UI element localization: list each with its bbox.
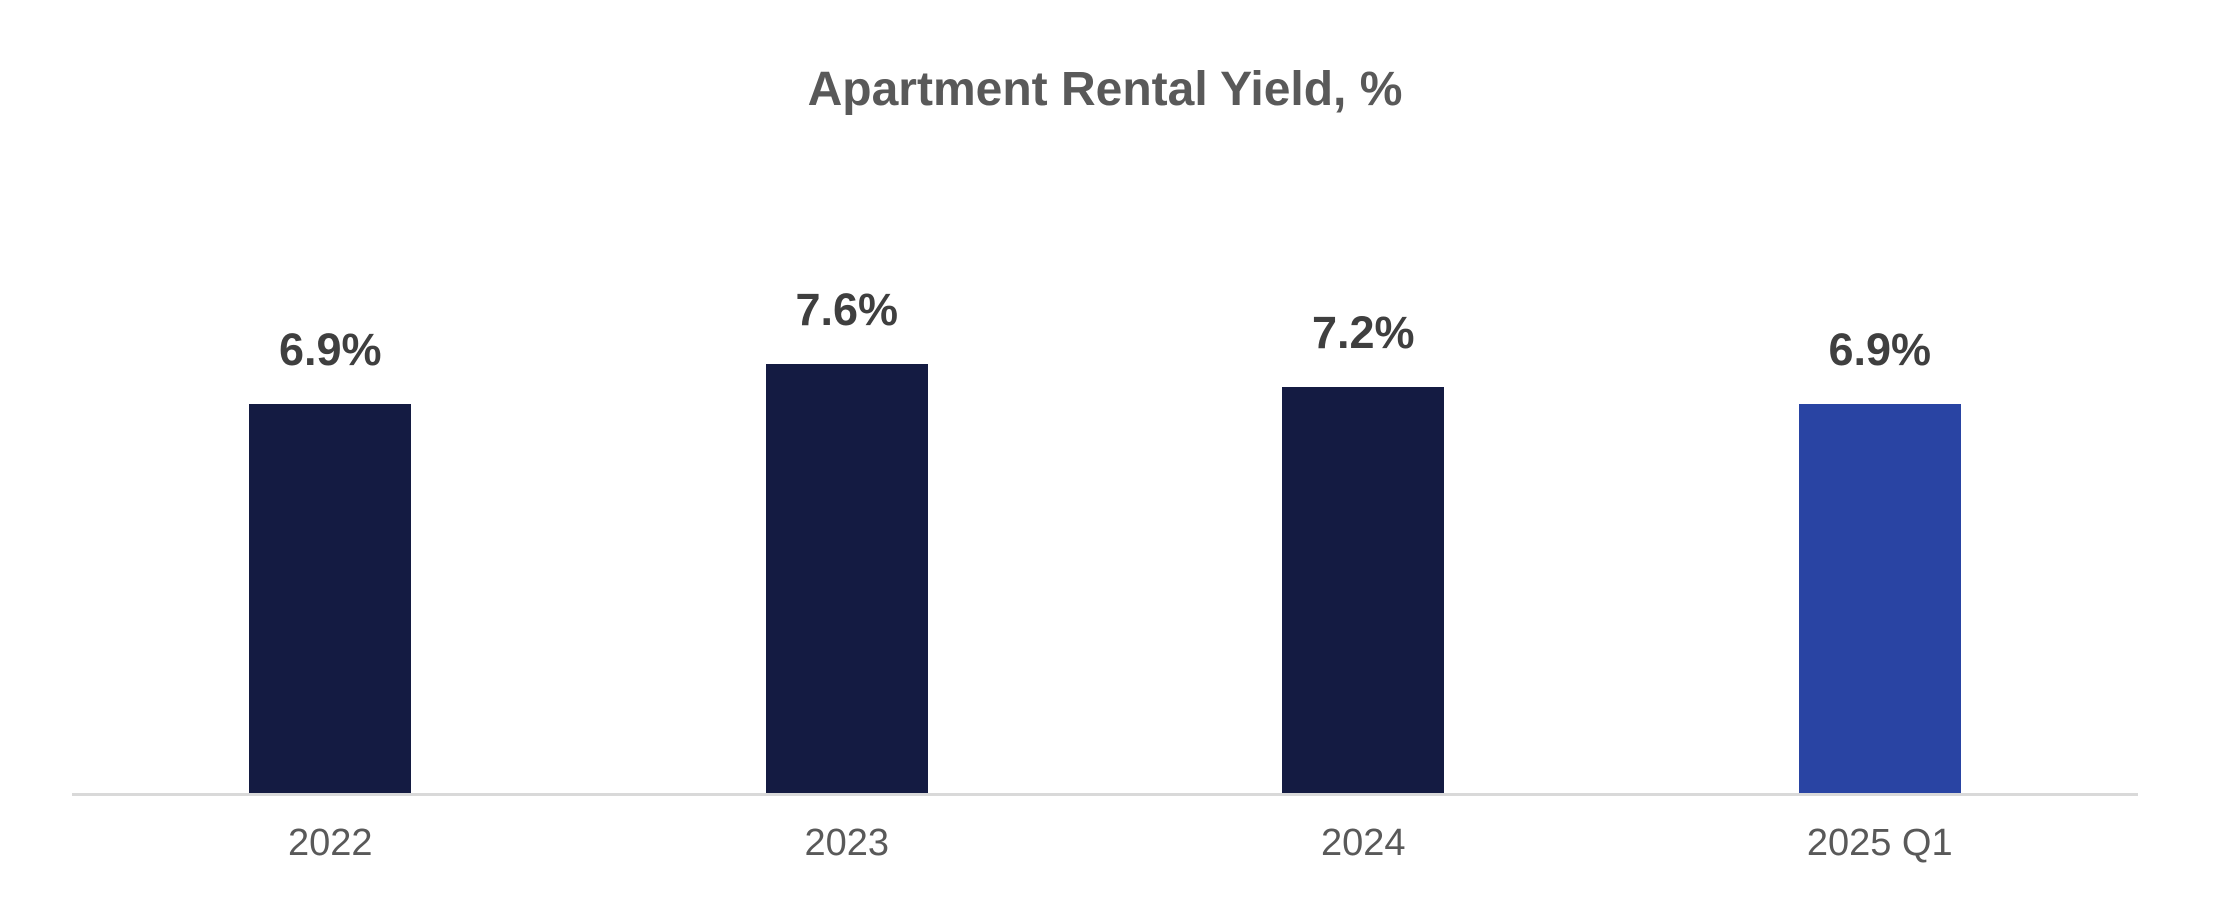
bar-slot: 6.9% [72, 0, 589, 793]
x-axis-label: 2024 [1320, 822, 1406, 864]
data-label: 7.6% [795, 284, 899, 335]
plot-area: 6.9% 7.6% 7.2% 6.9% [72, 0, 2138, 793]
data-label: 6.9% [278, 324, 382, 375]
bar-slot: 7.2% [1105, 0, 1622, 793]
bar [1798, 404, 1961, 793]
bar-slot: 6.9% [1622, 0, 2139, 793]
bar [765, 364, 928, 793]
bar [249, 404, 412, 793]
chart-title: Apartment Rental Yield, % [807, 63, 1403, 116]
data-label: 6.9% [1828, 324, 1932, 375]
x-axis-labels: 2022 2023 2024 2025 Q1 [72, 822, 2138, 865]
x-axis-label: 2022 [287, 822, 373, 864]
x-axis-line [72, 793, 2138, 796]
x-axis-label: 2025 Q1 [1806, 822, 1953, 864]
x-axis-label: 2023 [804, 822, 890, 864]
bar [1282, 387, 1445, 793]
data-label: 7.2% [1311, 307, 1415, 358]
bar-slot: 7.6% [589, 0, 1106, 793]
